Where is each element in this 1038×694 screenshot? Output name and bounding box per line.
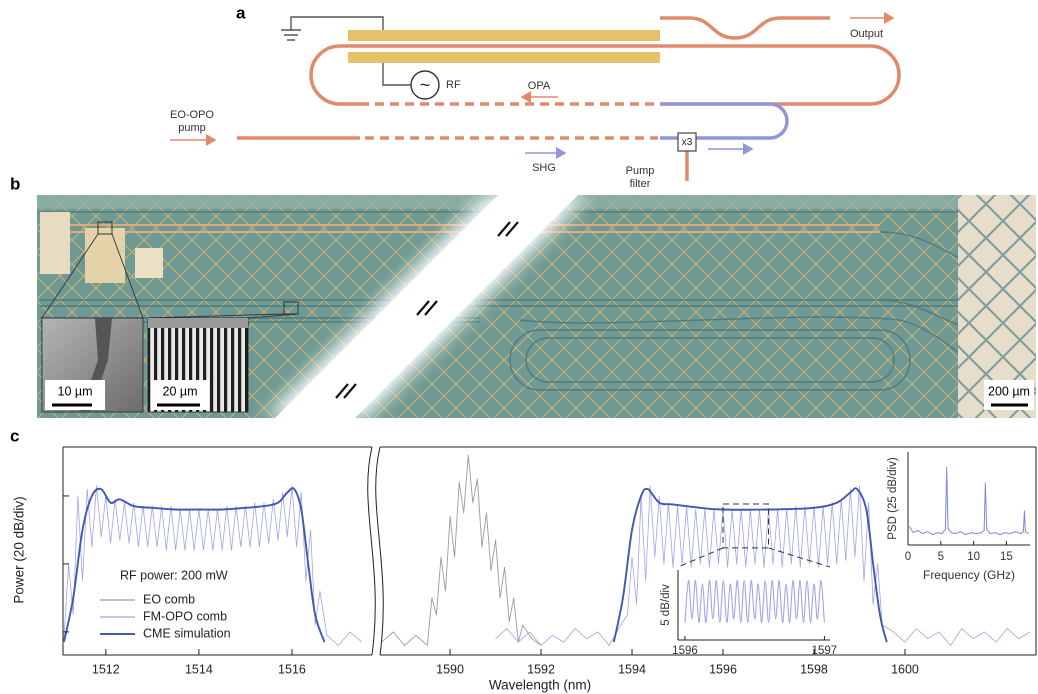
spectrum-chart: Power (20 dB/div) Wavelength (nm) 1512 15… — [12, 445, 1037, 693]
decoration — [309, 44, 360, 106]
electrode — [348, 52, 660, 63]
shg-label: SHG — [532, 162, 556, 174]
zoom-box — [722, 503, 770, 549]
plot-area — [63, 447, 1036, 655]
decoration — [97, 221, 113, 235]
decoration — [416, 300, 438, 316]
inset-y-label: PSD (25 dB/div) — [887, 457, 899, 540]
inset-x-tick-label: 5 — [938, 551, 944, 563]
panel-label: b — [10, 174, 20, 193]
decoration — [135, 248, 163, 278]
axis-break-gap — [372, 445, 380, 657]
panel-b: b — [10, 174, 1036, 418]
spectrum-line — [381, 454, 542, 646]
decoration — [660, 16, 830, 40]
spectrum-line — [495, 485, 1031, 646]
decoration — [283, 301, 299, 315]
decoration — [335, 221, 519, 399]
axis-break — [367, 446, 376, 656]
spectrum-line — [63, 485, 363, 646]
x-tick-label: 1600 — [891, 662, 919, 676]
x-tick-label: 1596 — [709, 662, 737, 676]
filter-label: Pump — [626, 165, 655, 177]
x-tick-label: 1594 — [618, 662, 646, 676]
decoration — [80, 318, 112, 412]
x-axis-label: Wavelength (nm) — [489, 678, 591, 693]
rf-label: RF — [446, 79, 461, 91]
filter-label: filter — [630, 178, 651, 190]
decoration — [497, 221, 519, 237]
inset-x-label: Frequency (GHz) — [923, 568, 1015, 582]
decoration — [40, 212, 70, 274]
decoration — [275, 195, 578, 418]
legend-label: EO comb — [143, 592, 195, 606]
decoration — [147, 313, 299, 319]
output-label: Output — [850, 28, 883, 40]
panel-label: a — [236, 3, 246, 22]
decoration — [335, 383, 357, 399]
electrode — [348, 30, 660, 41]
inset-y-label: 5 dB/div — [660, 584, 672, 626]
inset-line — [684, 579, 825, 624]
decoration — [41, 233, 299, 319]
panel-a: a ~ RF x3 Output OPA SHG EO-OPO — [170, 3, 901, 190]
annotation: RF power: 200 mW — [120, 568, 228, 582]
x-tick-label: 1590 — [436, 662, 464, 676]
legend-label: FM-OPO comb — [143, 609, 227, 623]
spectrum-line — [62, 487, 326, 643]
tripler-box — [677, 132, 697, 152]
decoration — [525, 337, 895, 383]
waveguide — [237, 16, 901, 181]
inset-area — [908, 452, 1030, 545]
inset-x-tick-label: 1597 — [812, 645, 838, 657]
inset-x-tick-label: 10 — [967, 551, 980, 563]
zoom-connector — [677, 547, 724, 568]
spectrum-line — [612, 487, 888, 643]
rf-source — [410, 70, 440, 100]
scale-bar-label: 200 µm — [988, 384, 1030, 398]
decoration — [290, 16, 384, 30]
decoration — [41, 233, 144, 319]
inset-line — [908, 467, 1029, 536]
inset-x-tick-label: 1596 — [672, 645, 698, 657]
shg-waveguide — [660, 102, 789, 140]
inset-x-tick-label: 0 — [905, 551, 911, 563]
tripler-label: x3 — [682, 137, 693, 148]
x-tick-label: 1514 — [185, 662, 213, 676]
inset-x-tick-label: 15 — [1000, 551, 1013, 563]
y-axis-label: Power (20 dB/div) — [12, 496, 27, 603]
legend-label: CME simulation — [143, 626, 231, 640]
pump-label: EO-OPO — [170, 109, 214, 121]
x-tick-label: 1598 — [800, 662, 828, 676]
x-tick-label: 1592 — [527, 662, 555, 676]
ground-wire — [281, 16, 411, 86]
opa-label: OPA — [528, 80, 551, 92]
pump-label: pump — [178, 122, 206, 134]
micrograph — [37, 195, 1036, 418]
decoration — [281, 29, 301, 41]
x-tick-label: 1512 — [92, 662, 120, 676]
axis-break — [375, 446, 384, 656]
panel-label: c — [10, 426, 19, 445]
decoration — [382, 63, 411, 86]
decoration — [85, 228, 125, 283]
decoration — [509, 329, 911, 391]
decoration — [340, 44, 901, 106]
scale-bar-label: 20 µm — [163, 384, 198, 398]
rf-symbol: ~ — [420, 75, 431, 95]
decoration — [148, 318, 248, 328]
scale-bar-label: 10 µm — [58, 384, 93, 398]
decoration — [519, 316, 1001, 381]
zoom-connector — [768, 547, 831, 568]
x-tick-label: 1516 — [278, 662, 306, 676]
